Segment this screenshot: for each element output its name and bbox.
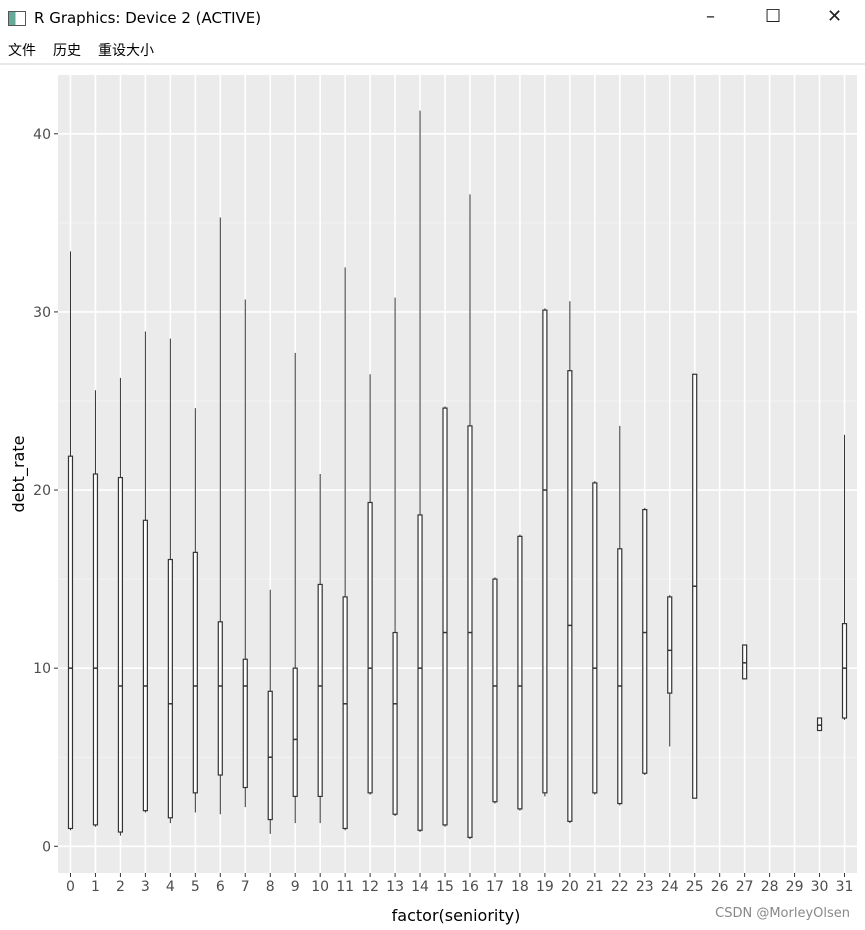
window-title: R Graphics: Device 2 (ACTIVE) — [34, 9, 262, 27]
x-tick-label: 1 — [91, 879, 100, 895]
x-tick-label: 13 — [386, 879, 404, 895]
x-tick-label: 10 — [311, 879, 329, 895]
box — [742, 644, 748, 680]
box — [467, 425, 473, 838]
close-button[interactable]: ✕ — [827, 6, 843, 27]
box — [442, 407, 448, 826]
box — [617, 548, 623, 805]
maximize-button[interactable]: ☐ — [765, 6, 782, 27]
y-tick-label: 0 — [42, 839, 51, 855]
title-bar: R Graphics: Device 2 (ACTIVE) – ☐ ✕ — [0, 0, 865, 36]
box — [567, 370, 573, 822]
box — [67, 455, 74, 830]
x-tick-label: 25 — [686, 879, 704, 895]
x-tick-label: 30 — [811, 879, 829, 895]
x-tick-label: 3 — [141, 879, 150, 895]
box — [342, 596, 348, 830]
x-tick-label: 4 — [166, 879, 175, 895]
box — [517, 535, 523, 810]
x-tick-label: 2 — [116, 879, 125, 895]
box — [192, 551, 198, 794]
x-tick-label: 24 — [661, 879, 679, 895]
x-tick-label: 0 — [66, 879, 75, 895]
x-tick-label: 12 — [361, 879, 379, 895]
box — [167, 558, 173, 819]
minimize-button[interactable]: – — [706, 6, 715, 27]
menu-item[interactable]: 文件 — [8, 43, 36, 59]
box — [142, 519, 148, 812]
menu-item[interactable]: 重设大小 — [98, 43, 154, 59]
box — [642, 509, 648, 774]
x-tick-label: 16 — [461, 879, 479, 895]
x-tick-label: 29 — [786, 879, 804, 895]
x-tick-label: 21 — [586, 879, 604, 895]
x-tick-label: 28 — [761, 879, 779, 895]
box — [417, 514, 423, 831]
y-tick-label: 40 — [33, 127, 51, 143]
box — [542, 309, 548, 794]
x-tick-label: 27 — [736, 879, 754, 895]
x-tick-label: 19 — [536, 879, 554, 895]
box — [667, 596, 673, 694]
x-tick-label: 8 — [266, 879, 275, 895]
app-icon — [8, 11, 26, 26]
x-tick-label: 15 — [436, 879, 454, 895]
x-tick-label: 9 — [291, 879, 300, 895]
x-tick-label: 22 — [611, 879, 629, 895]
x-tick-label: 11 — [336, 879, 354, 895]
y-tick-label: 20 — [33, 483, 51, 499]
menu-item[interactable]: 历史 — [53, 43, 81, 59]
y-tick-label: 30 — [33, 305, 51, 321]
menu-bar: 文件 历史 重设大小 — [0, 36, 865, 65]
box — [841, 623, 848, 719]
x-tick-label: 18 — [511, 879, 529, 895]
panel — [58, 75, 857, 873]
y-tick-label: 10 — [33, 661, 51, 677]
box — [117, 476, 124, 833]
x-tick-label: 23 — [636, 879, 654, 895]
x-tick-label: 14 — [411, 879, 429, 895]
x-tick-label: 17 — [486, 879, 504, 895]
box — [92, 473, 99, 826]
box — [242, 658, 248, 789]
x-tick-label: 26 — [711, 879, 729, 895]
box — [592, 482, 598, 794]
x-tick-label: 6 — [216, 879, 225, 895]
watermark: CSDN @MorleyOlsen — [715, 906, 850, 921]
box — [292, 667, 298, 798]
box — [267, 690, 273, 821]
x-tick-label: 20 — [561, 879, 579, 895]
box — [816, 717, 823, 732]
box — [317, 583, 323, 798]
x-tick-label: 7 — [241, 879, 250, 895]
box — [217, 621, 223, 776]
y-axis-title: debt_rate — [9, 436, 29, 513]
box — [367, 501, 373, 794]
box — [392, 631, 398, 815]
x-tick-label: 31 — [836, 879, 854, 895]
x-axis-title: factor(seniority) — [392, 906, 521, 925]
chart: factor(seniority) debt_rate CSDN @Morley… — [9, 75, 857, 925]
x-tick-label: 5 — [191, 879, 200, 895]
box — [492, 578, 498, 803]
